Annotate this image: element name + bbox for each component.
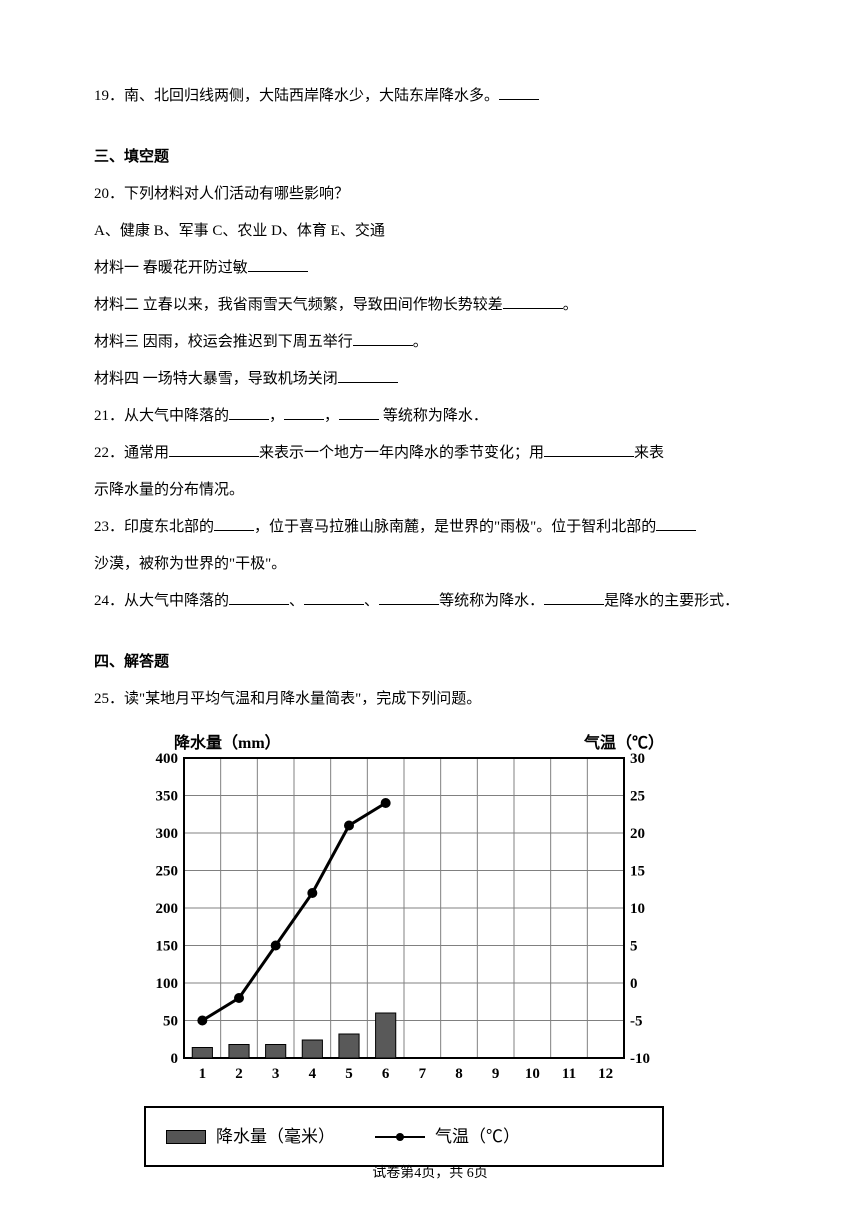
svg-text:30: 30 [630,751,645,767]
climate-chart: 0-1050-510001505200102501530020350254003… [134,728,674,1088]
svg-text:150: 150 [156,939,179,955]
svg-text:4: 4 [309,1066,317,1082]
legend-bar-icon [166,1130,206,1144]
question-20: 20．下列材料对人们活动有哪些影响？ [94,178,766,211]
q20-text: 下列材料对人们活动有哪些影响？ [124,186,349,202]
blank[interactable] [284,405,324,420]
svg-text:9: 9 [492,1066,500,1082]
chart-svg: 0-1050-510001505200102501530020350254003… [134,728,674,1088]
svg-text:7: 7 [419,1066,427,1082]
svg-text:12: 12 [598,1066,613,1082]
svg-text:200: 200 [156,901,179,917]
blank[interactable] [214,516,254,531]
svg-text:3: 3 [272,1066,280,1082]
blank[interactable] [169,442,259,457]
legend-temperature: 气温（℃） [375,1118,520,1155]
svg-text:6: 6 [382,1066,390,1082]
question-23b: 沙漠，被称为世界的"干极"。 [94,548,766,581]
svg-text:400: 400 [156,751,179,767]
question-25: 25．读"某地月平均气温和月降水量简表"，完成下列问题。 [94,683,766,716]
svg-text:8: 8 [455,1066,463,1082]
svg-text:100: 100 [156,976,179,992]
q20-m4: 材料四 一场特大暴雪，导致机场关闭 [94,363,766,396]
blank[interactable] [353,331,413,346]
question-24: 24．从大气中降落的、、等统称为降水．是降水的主要形式． [94,585,766,618]
section-3-title: 三、填空题 [94,141,766,174]
blank[interactable] [304,590,364,605]
q20-options: A、健康 B、军事 C、农业 D、体育 E、交通 [94,215,766,248]
question-22b: 示降水量的分布情况。 [94,474,766,507]
blank[interactable] [229,405,269,420]
svg-text:15: 15 [630,864,645,880]
q20-num: 20． [94,186,124,202]
svg-text:-10: -10 [630,1051,650,1067]
blank[interactable] [656,516,696,531]
legend-precipitation: 降水量（毫米） [166,1118,335,1155]
svg-text:0: 0 [630,976,638,992]
blank[interactable] [499,85,539,100]
svg-text:1: 1 [199,1066,207,1082]
svg-text:10: 10 [630,901,645,917]
section-4-title: 四、解答题 [94,646,766,679]
svg-text:11: 11 [562,1066,576,1082]
q20-m3: 材料三 因雨，校运会推迟到下周五举行。 [94,326,766,359]
svg-text:20: 20 [630,826,645,842]
svg-text:25: 25 [630,789,645,805]
page-footer: 试卷第4页，共 6页 [0,1159,860,1190]
svg-text:2: 2 [235,1066,243,1082]
q20-m1: 材料一 春暖花开防过敏 [94,252,766,285]
question-19: 19．南、北回归线两侧，大陆西岸降水少，大陆东岸降水多。 [94,80,766,113]
blank[interactable] [544,590,604,605]
svg-text:350: 350 [156,789,179,805]
svg-text:5: 5 [630,939,638,955]
svg-text:300: 300 [156,826,179,842]
svg-text:0: 0 [171,1051,179,1067]
svg-text:降水量（mm）: 降水量（mm） [174,733,281,752]
svg-text:250: 250 [156,864,179,880]
blank[interactable] [338,368,398,383]
q19-text: 南、北回归线两侧，大陆西岸降水少，大陆东岸降水多。 [124,88,499,104]
svg-text:气温（℃）: 气温（℃） [583,733,664,752]
blank[interactable] [503,294,563,309]
question-21: 21．从大气中降落的，， 等统称为降水． [94,400,766,433]
svg-text:-5: -5 [630,1014,643,1030]
blank[interactable] [248,257,308,272]
svg-text:10: 10 [525,1066,540,1082]
q20-m2: 材料二 立春以来，我省雨雪天气频繁，导致田间作物长势较差。 [94,289,766,322]
blank[interactable] [229,590,289,605]
question-23: 23．印度东北部的，位于喜马拉雅山脉南麓，是世界的"雨极"。位于智利北部的 [94,511,766,544]
chart-legend: 降水量（毫米） 气温（℃） [144,1106,664,1167]
svg-text:5: 5 [345,1066,353,1082]
blank[interactable] [379,590,439,605]
svg-text:50: 50 [163,1014,178,1030]
q19-num: 19． [94,88,124,104]
blank[interactable] [339,405,379,420]
question-22: 22．通常用来表示一个地方一年内降水的季节变化；用来表 [94,437,766,470]
legend-line-icon [375,1136,425,1138]
blank[interactable] [544,442,634,457]
